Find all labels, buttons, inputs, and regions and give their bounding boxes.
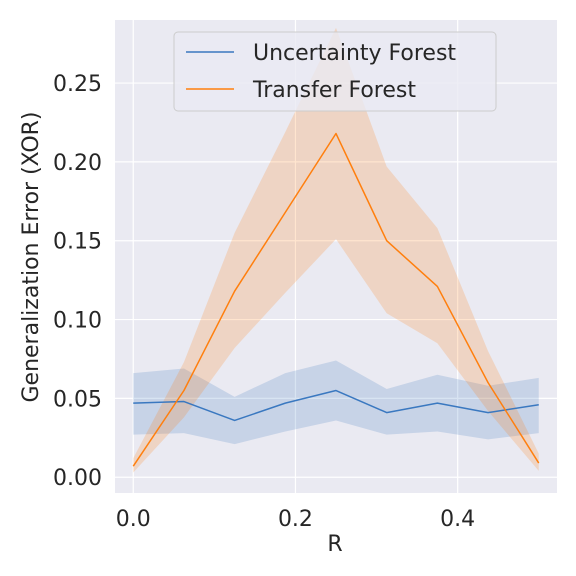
x-tick-label: 0.0 (116, 507, 151, 532)
band-transfer-forest (133, 27, 539, 473)
series-lines (132, 132, 540, 467)
y-axis-ticks: 0.00 0.05 0.10 0.15 0.20 0.25 (53, 72, 102, 491)
line-transfer-forest (132, 132, 540, 467)
x-axis-label: R (327, 532, 342, 557)
y-tick-label: 0.15 (53, 230, 102, 255)
y-tick-label: 0.20 (53, 151, 102, 176)
y-tick-label: 0.00 (53, 466, 102, 491)
y-axis-label: Generalization Error (XOR) (19, 111, 44, 402)
x-tick-label: 0.2 (278, 507, 313, 532)
legend-label-transfer-forest: Transfer Forest (252, 78, 416, 103)
confidence-bands (133, 27, 539, 473)
x-axis-ticks: 0.0 0.2 0.4 (116, 507, 475, 532)
y-tick-label: 0.10 (53, 309, 102, 334)
band-uncertainty-forest (133, 360, 539, 445)
legend-box (173, 31, 497, 112)
y-tick-label: 0.05 (53, 387, 102, 412)
x-tick-label: 0.4 (440, 507, 475, 532)
y-tick-label: 0.25 (53, 72, 102, 97)
legend-label-uncertainty-forest: Uncertainty Forest (253, 41, 456, 66)
legend: Uncertainty Forest Transfer Forest (173, 31, 497, 112)
line-uncertainty-forest (133, 389, 539, 422)
